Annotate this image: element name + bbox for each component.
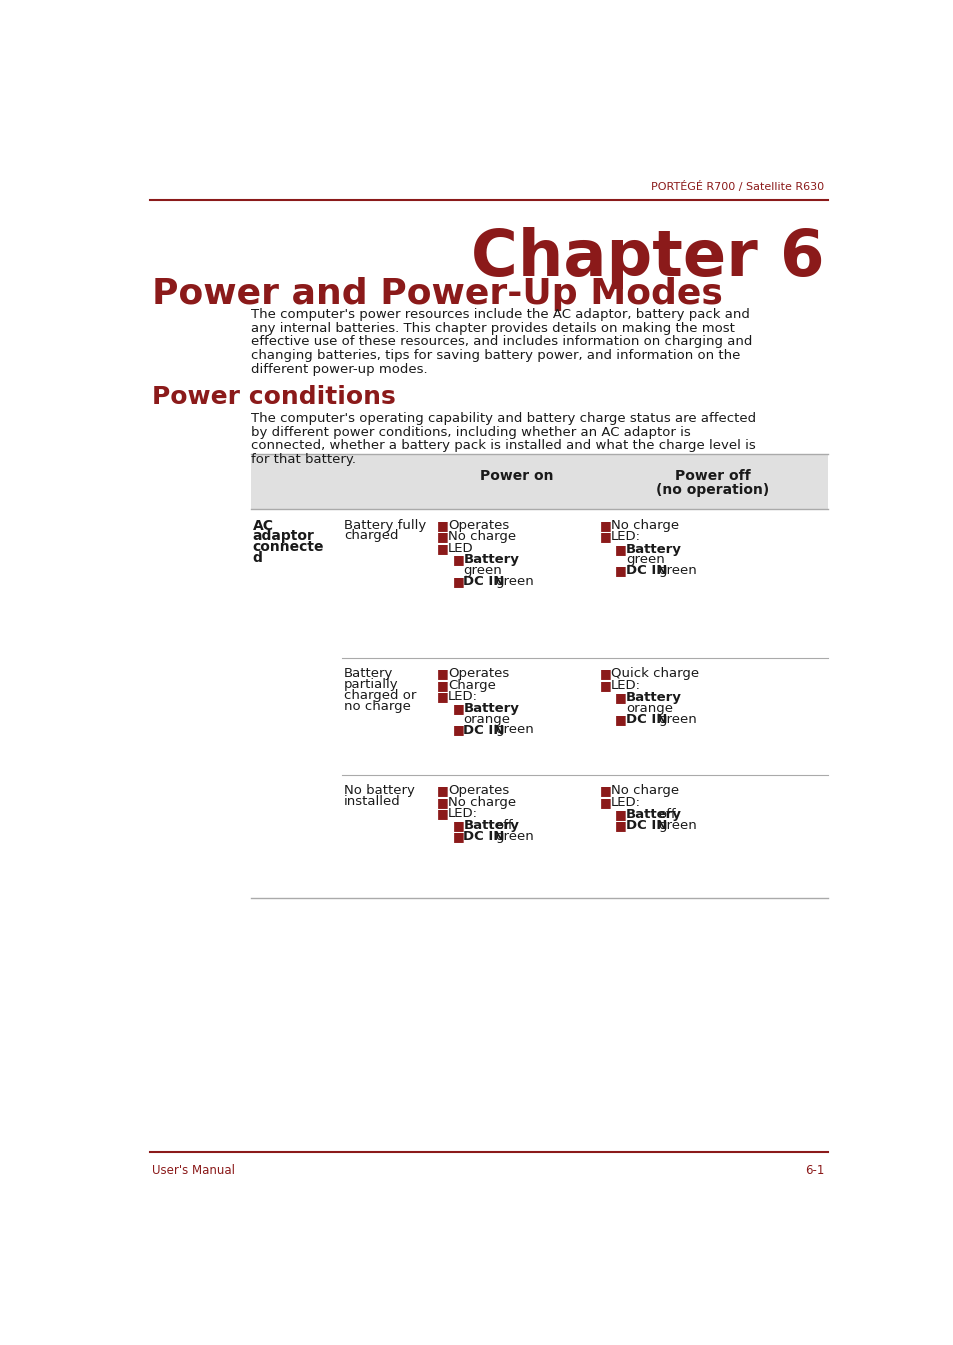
Text: off: off bbox=[495, 819, 512, 833]
Text: ■: ■ bbox=[436, 796, 448, 808]
Text: ■: ■ bbox=[599, 667, 611, 681]
Text: Power conditions: Power conditions bbox=[152, 385, 395, 409]
Text: ■: ■ bbox=[436, 530, 448, 543]
Text: Chapter 6: Chapter 6 bbox=[471, 227, 823, 289]
Text: installed: installed bbox=[344, 795, 400, 808]
Text: No battery: No battery bbox=[344, 784, 415, 798]
Text: ■: ■ bbox=[599, 796, 611, 808]
Text: any internal batteries. This chapter provides details on making the most: any internal batteries. This chapter pro… bbox=[251, 321, 734, 335]
Text: green: green bbox=[463, 564, 501, 577]
Text: by different power conditions, including whether an AC adaptor is: by different power conditions, including… bbox=[251, 425, 690, 438]
Text: ■: ■ bbox=[599, 784, 611, 798]
Text: LED:: LED: bbox=[610, 796, 639, 808]
Text: ■: ■ bbox=[452, 702, 464, 716]
Text: LED:: LED: bbox=[610, 530, 639, 543]
Text: green: green bbox=[658, 819, 696, 833]
Text: Quick charge: Quick charge bbox=[610, 667, 698, 681]
Text: LED:: LED: bbox=[447, 690, 477, 703]
Text: orange: orange bbox=[625, 702, 673, 716]
Text: charged: charged bbox=[344, 530, 398, 542]
Text: green: green bbox=[658, 713, 696, 726]
Text: DC IN: DC IN bbox=[625, 564, 667, 577]
Text: ■: ■ bbox=[615, 542, 626, 555]
Text: connected, whether a battery pack is installed and what the charge level is: connected, whether a battery pack is ins… bbox=[251, 440, 755, 452]
Text: ■: ■ bbox=[615, 713, 626, 726]
Text: ■: ■ bbox=[599, 679, 611, 691]
Text: (no operation): (no operation) bbox=[656, 483, 769, 498]
Text: PORTÉGÉ R700 / Satellite R630: PORTÉGÉ R700 / Satellite R630 bbox=[651, 180, 823, 191]
Text: Battery: Battery bbox=[463, 702, 518, 716]
Text: d: d bbox=[253, 551, 262, 565]
Text: effective use of these resources, and includes information on charging and: effective use of these resources, and in… bbox=[251, 335, 752, 348]
Text: 6-1: 6-1 bbox=[804, 1163, 823, 1177]
Text: green: green bbox=[495, 574, 534, 588]
Text: for that battery.: for that battery. bbox=[251, 453, 355, 467]
Text: LED: LED bbox=[447, 542, 473, 554]
Text: ■: ■ bbox=[436, 784, 448, 798]
Text: No charge: No charge bbox=[610, 784, 678, 798]
Text: ■: ■ bbox=[436, 679, 448, 691]
Text: Power on: Power on bbox=[479, 469, 553, 483]
Text: ■: ■ bbox=[452, 574, 464, 588]
Text: Power and Power-Up Modes: Power and Power-Up Modes bbox=[152, 277, 722, 311]
Text: ■: ■ bbox=[436, 542, 448, 554]
Text: ■: ■ bbox=[436, 807, 448, 820]
Text: Power off: Power off bbox=[675, 469, 750, 483]
Text: DC IN: DC IN bbox=[625, 819, 667, 833]
Text: DC IN: DC IN bbox=[463, 724, 504, 737]
Text: Battery: Battery bbox=[625, 542, 681, 555]
Bar bbox=[251, 455, 827, 510]
Text: off: off bbox=[658, 808, 675, 822]
Text: Battery: Battery bbox=[344, 667, 393, 681]
Text: Battery: Battery bbox=[625, 691, 681, 705]
Text: ■: ■ bbox=[452, 830, 464, 843]
Text: AC: AC bbox=[253, 519, 274, 533]
Text: The computer's power resources include the AC adaptor, battery pack and: The computer's power resources include t… bbox=[251, 308, 749, 320]
Text: connecte: connecte bbox=[253, 541, 324, 554]
Text: Operates: Operates bbox=[447, 784, 509, 798]
Text: charged or: charged or bbox=[344, 689, 416, 702]
Text: ■: ■ bbox=[615, 819, 626, 833]
Text: LED:: LED: bbox=[610, 679, 639, 691]
Text: No charge: No charge bbox=[447, 530, 516, 543]
Text: The computer's operating capability and battery charge status are affected: The computer's operating capability and … bbox=[251, 412, 756, 425]
Text: ■: ■ bbox=[452, 553, 464, 566]
Text: DC IN: DC IN bbox=[463, 830, 504, 843]
Text: ■: ■ bbox=[436, 690, 448, 703]
Text: adaptor: adaptor bbox=[253, 530, 314, 543]
Text: orange: orange bbox=[463, 713, 510, 726]
Text: Battery: Battery bbox=[463, 553, 518, 566]
Text: Operates: Operates bbox=[447, 519, 509, 531]
Text: partially: partially bbox=[344, 678, 398, 691]
Text: Battery fully: Battery fully bbox=[344, 519, 426, 531]
Text: DC IN: DC IN bbox=[625, 713, 667, 726]
Text: No charge: No charge bbox=[447, 796, 516, 808]
Text: ■: ■ bbox=[615, 808, 626, 822]
Text: ■: ■ bbox=[615, 691, 626, 705]
Text: User's Manual: User's Manual bbox=[152, 1163, 234, 1177]
Text: green: green bbox=[495, 724, 534, 737]
Text: ■: ■ bbox=[452, 819, 464, 833]
Text: No charge: No charge bbox=[610, 519, 678, 531]
Text: LED:: LED: bbox=[447, 807, 477, 820]
Text: ■: ■ bbox=[436, 519, 448, 531]
Text: DC IN: DC IN bbox=[463, 574, 504, 588]
Text: Charge: Charge bbox=[447, 679, 496, 691]
Text: green: green bbox=[658, 564, 696, 577]
Text: green: green bbox=[625, 553, 664, 566]
Text: ■: ■ bbox=[436, 667, 448, 681]
Text: changing batteries, tips for saving battery power, and information on the: changing batteries, tips for saving batt… bbox=[251, 350, 740, 362]
Text: ■: ■ bbox=[599, 530, 611, 543]
Text: green: green bbox=[495, 830, 534, 843]
Text: ■: ■ bbox=[599, 519, 611, 531]
Text: Battery: Battery bbox=[625, 808, 681, 822]
Text: Battery: Battery bbox=[463, 819, 518, 833]
Text: different power-up modes.: different power-up modes. bbox=[251, 363, 427, 377]
Text: Operates: Operates bbox=[447, 667, 509, 681]
Text: ■: ■ bbox=[615, 564, 626, 577]
Text: ■: ■ bbox=[452, 724, 464, 737]
Text: no charge: no charge bbox=[344, 699, 411, 713]
